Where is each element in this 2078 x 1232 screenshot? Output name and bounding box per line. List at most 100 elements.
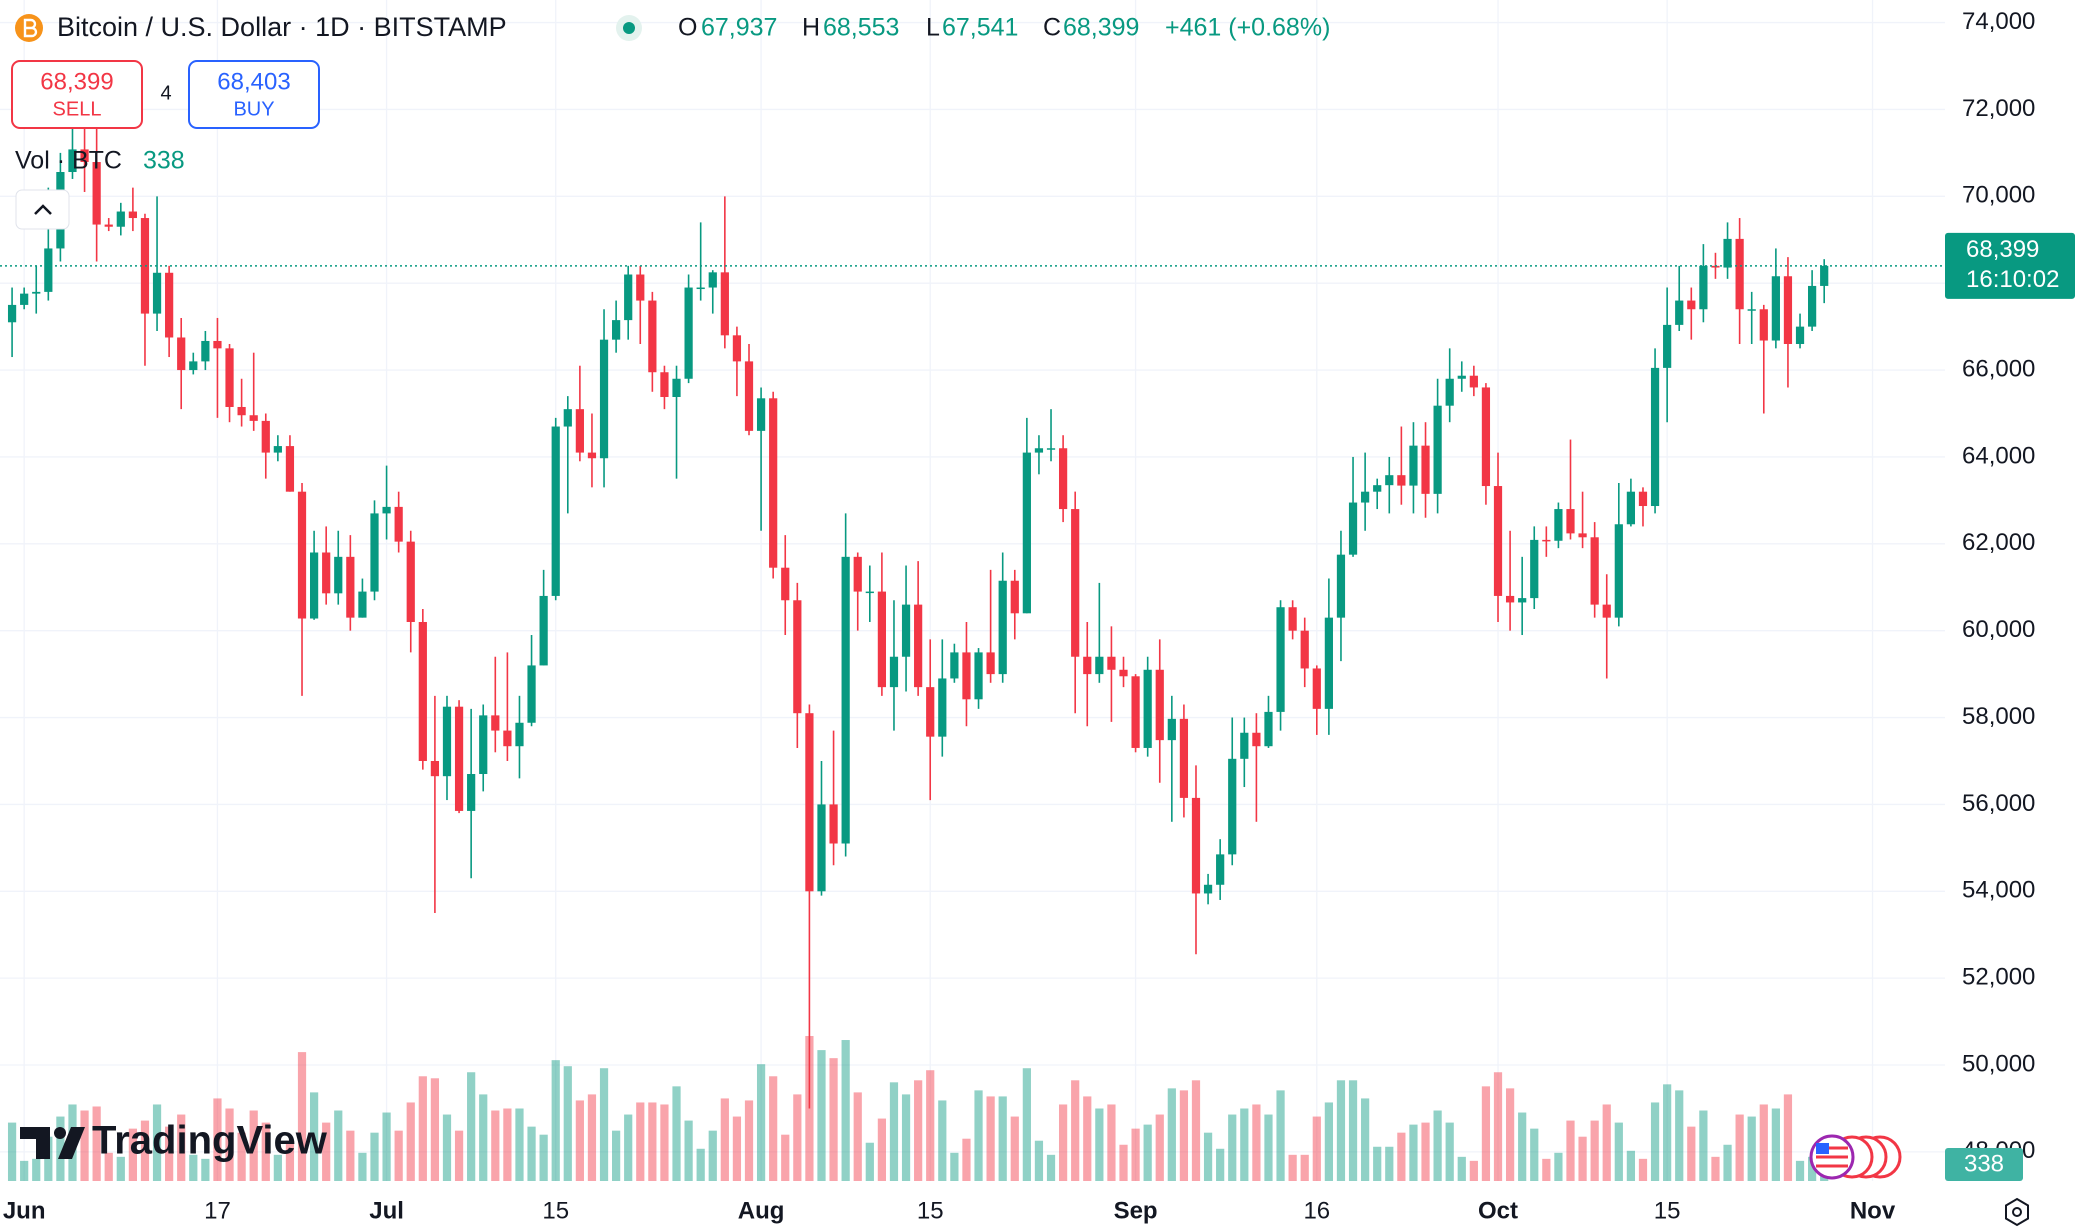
candle-body [1602,604,1611,618]
volume-legend-value: 338 [143,147,185,175]
y-tick-label: 52,000 [1962,964,2035,991]
candle-body [273,446,282,453]
volume-bar [346,1130,355,1181]
volume-bar [285,1140,295,1181]
y-tick-label: 58,000 [1962,703,2035,730]
candle-body [479,715,488,775]
candle-body [1228,758,1237,855]
volume-bar [1771,1108,1780,1181]
x-tick-label: 15 [1654,1197,1681,1224]
candle-body [1614,524,1623,618]
candle-body [382,506,391,514]
volume-value-label: 338 [1964,1150,2004,1177]
candle-body [865,591,874,594]
volume-bar [442,1114,452,1181]
volume-bar [225,1108,234,1181]
symbol-title: Bitcoin / U.S. Dollar · 1D · BITSTAMP [57,12,507,42]
candle-body [1083,656,1092,675]
sell-button[interactable]: 68,399 SELL [11,60,143,129]
volume-bar [696,1148,705,1181]
collapse-button[interactable] [15,189,70,230]
candle-body [237,406,246,416]
volume-bar [1034,1140,1044,1181]
x-tick-label: 15 [542,1197,569,1224]
volume-bar [950,1152,959,1181]
candle-body [660,372,669,397]
candle-body [1324,617,1333,709]
flag-canton [1816,1143,1829,1154]
sell-box[interactable] [11,60,143,129]
volume-bar [454,1130,464,1181]
ohlc-value: 67,541 [942,14,1018,42]
candle-body [7,304,17,323]
settings-icon[interactable] [2005,1197,2029,1227]
candle-body [1119,669,1128,677]
candle-body [1155,669,1164,741]
candle-body [213,340,222,349]
candle-body [406,541,415,622]
candle-body [877,591,887,688]
candle-body [817,804,826,892]
volume-bar [1179,1090,1189,1181]
candle-body [1071,509,1080,657]
collapse-box[interactable] [15,189,70,230]
candle-body [563,409,572,427]
candle-body [1421,445,1430,494]
volume-bar [1361,1098,1370,1181]
volume-bar [539,1134,548,1181]
volume-bar [1433,1110,1442,1181]
candle-body [672,378,681,397]
events-icon[interactable] [1809,1134,1902,1180]
candle-body [793,600,802,714]
x-tick-label: Sep [1114,1197,1158,1224]
candle-body [769,398,778,568]
volume-bar [213,1098,222,1181]
candle-body [418,621,427,761]
candle-body [1626,491,1636,525]
y-tick-label: 56,000 [1962,790,2035,817]
candle-body [491,715,500,731]
candle-body [720,272,729,336]
candle-body [1687,300,1696,310]
candle-body [116,211,125,227]
volume-bar [92,1106,101,1181]
last-price-box [1945,232,2075,299]
candle-body [805,713,814,892]
volume-bar [599,1068,609,1181]
header: Bitcoin / U.S. Dollar · 1D · BITSTAMP O … [15,12,1330,42]
volume-bar [1131,1128,1140,1181]
volume-bar [1240,1108,1249,1181]
candle-body [128,211,137,219]
candle-body [575,409,584,453]
candle-body [1723,238,1732,268]
volume-bar [1203,1132,1213,1181]
volume-bar [817,1050,826,1181]
candle-body [1276,607,1285,712]
candle-body [1191,797,1201,894]
volume-bar [732,1116,742,1181]
volume-bar [358,1152,367,1181]
volume-bar [32,1158,41,1181]
candle-body [503,730,512,747]
candle-body [1010,580,1019,614]
candle-body [1505,595,1515,603]
volume-bar [503,1108,512,1181]
volume-bar [128,1128,137,1181]
volume-bar [1119,1144,1128,1181]
volume-bar [56,1116,65,1181]
y-tick-label: 60,000 [1962,616,2035,643]
volume-bar [1348,1080,1358,1181]
volume-bar [1276,1090,1285,1181]
volume-bar [756,1064,766,1181]
buy-box[interactable] [188,60,320,129]
volume-bar [1046,1154,1056,1181]
volume-bar [152,1104,162,1181]
volume-bar [1107,1104,1116,1181]
candle-body [32,291,41,294]
candle-body [285,446,295,492]
volume-bar [1191,1080,1201,1181]
candle-body [1433,405,1442,494]
candle-body [1518,598,1527,603]
buy-button[interactable]: 68,403 BUY [188,60,320,129]
candle-body [1252,732,1261,747]
